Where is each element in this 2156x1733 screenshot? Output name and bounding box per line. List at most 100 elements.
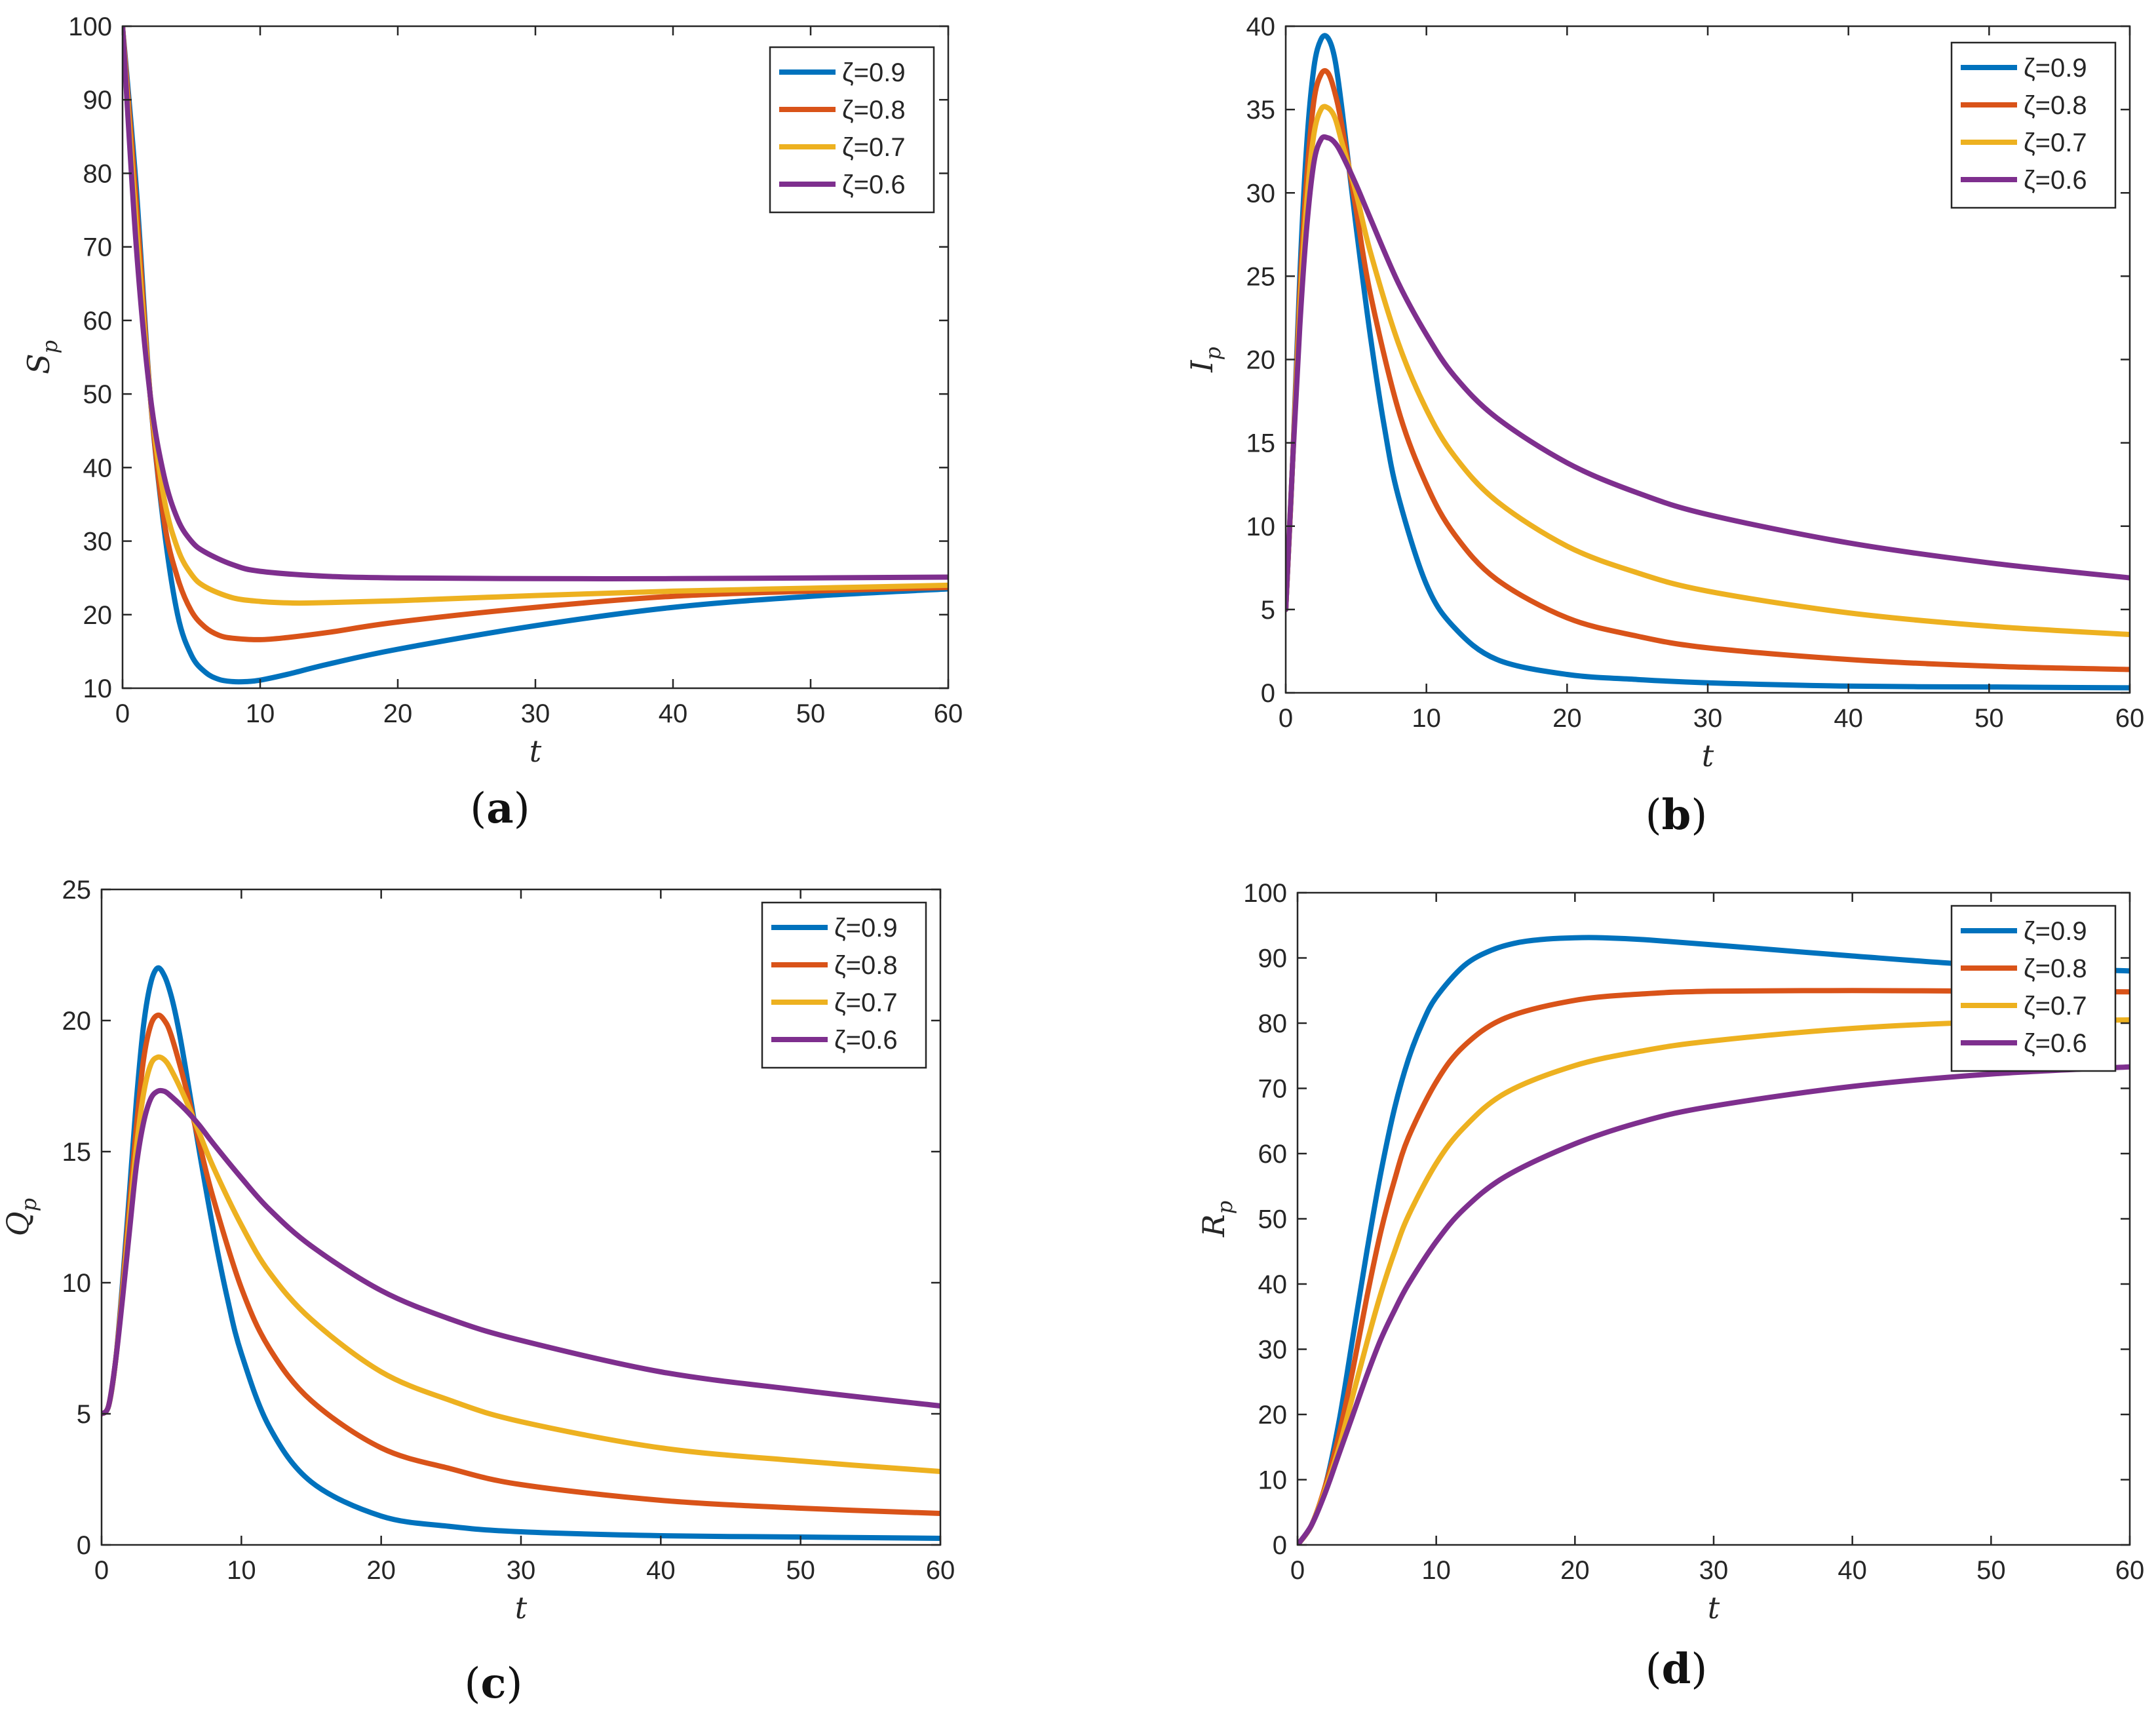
legend-entry: ζ=0.9: [2024, 54, 2087, 83]
y-tick-label: 10: [1246, 513, 1276, 541]
y-tick-label: 20: [83, 601, 113, 630]
legend-entry: ζ=0.8: [842, 96, 906, 125]
y-tick-label: 60: [1258, 1140, 1288, 1169]
x-tick-label: 0: [115, 699, 130, 728]
y-tick-label: 50: [83, 380, 113, 409]
y-axis-label: Ip: [1184, 347, 1225, 373]
y-tick-label: 15: [62, 1138, 92, 1167]
x-tick-label: 50: [786, 1556, 815, 1585]
series-group: [123, 26, 948, 685]
series-line-zeta-0.6: [1298, 1064, 2130, 1545]
x-tick-label: 60: [2115, 1556, 2145, 1585]
y-tick-label: 0: [77, 1531, 91, 1560]
x-tick-label: 20: [366, 1556, 396, 1585]
panel-caption: (d): [1646, 1645, 1708, 1694]
x-tick-label: 10: [227, 1556, 256, 1585]
y-axis-label: Sp: [21, 340, 62, 374]
legend-entry: ζ=0.6: [2024, 166, 2087, 195]
x-tick-label: 10: [1412, 704, 1441, 733]
legend: ζ=0.9 ζ=0.8 ζ=0.7 ζ=0.6: [1950, 41, 2117, 209]
y-tick-label: 5: [1261, 596, 1275, 625]
y-tick-label: 100: [1243, 879, 1287, 908]
legend-entry: ζ=0.8: [2024, 954, 2087, 983]
legend-entry: ζ=0.6: [842, 170, 906, 199]
series-line-zeta-0.6: [123, 26, 948, 581]
x-tick-label: 30: [1693, 704, 1723, 733]
legend: ζ=0.9 ζ=0.8 ζ=0.7 ζ=0.6: [1950, 905, 2117, 1072]
y-tick-label: 40: [1246, 12, 1276, 41]
series-line-zeta-0.8: [1298, 988, 2130, 1545]
y-tick-label: 35: [1246, 96, 1276, 125]
x-tick-label: 20: [383, 699, 413, 728]
y-axis-label: Rp: [1196, 1201, 1237, 1237]
x-tick-label: 40: [659, 699, 688, 728]
y-tick-label: 70: [1258, 1075, 1288, 1104]
legend-entry: ζ=0.9: [834, 914, 898, 943]
y-tick-label: 90: [83, 86, 113, 115]
y-tick-label: 30: [1258, 1336, 1288, 1365]
x-axis-label: t: [1702, 738, 1714, 773]
y-tick-label: 5: [77, 1400, 91, 1429]
legend-entry: ζ=0.9: [842, 58, 906, 87]
legend-entry: ζ=0.9: [2024, 917, 2087, 946]
series-line-zeta-0.9: [1298, 935, 2130, 1545]
series-line-zeta-0.6: [102, 1087, 940, 1416]
panel-d: 0 10 20 30 40 50 60 0 10 20 30 40 50 60 70 80 90 100 t Rp ζ=…: [1196, 879, 2144, 1694]
y-tick-label: 30: [83, 528, 113, 556]
x-tick-label: 50: [796, 699, 826, 728]
y-tick-label: 20: [1246, 346, 1276, 375]
x-axis-label: t: [1708, 1590, 1720, 1626]
y-tick-label: 90: [1258, 944, 1288, 973]
x-tick-label: 10: [246, 699, 275, 728]
y-tick-label: 10: [83, 674, 113, 703]
x-tick-label: 50: [1976, 1556, 2006, 1585]
x-tick-label: 40: [1834, 704, 1863, 733]
panel-caption: (b): [1646, 790, 1708, 840]
y-tick-label: 25: [62, 876, 92, 905]
y-tick-label: 0: [1273, 1531, 1287, 1560]
x-tick-label: 60: [934, 699, 963, 728]
x-tick-label: 0: [1279, 704, 1293, 733]
y-axis-label: Qp: [0, 1198, 41, 1236]
series-group: [1298, 935, 2130, 1545]
y-tick-label: 100: [68, 12, 112, 41]
x-tick-label: 40: [1838, 1556, 1867, 1585]
panel-c: 0 10 20 30 40 50 600510152025tQpζ=0.9ζ=0.8ζ=0.…: [0, 876, 955, 1708]
x-axis-label: t: [529, 733, 542, 769]
legend-entry: ζ=0.6: [834, 1026, 898, 1055]
series-line-zeta-0.7: [102, 1054, 940, 1474]
panel-caption: (c): [465, 1659, 523, 1708]
x-tick-label: 60: [2115, 704, 2145, 733]
y-tick-label: 40: [83, 454, 113, 482]
y-tick-label: 10: [1258, 1466, 1288, 1495]
x-tick-label: 60: [926, 1556, 955, 1585]
y-tick-label: 60: [83, 307, 113, 336]
x-tick-label: 30: [521, 699, 550, 728]
legend-entry: ζ=0.8: [834, 951, 898, 980]
y-tick-label: 70: [83, 233, 113, 262]
x-tick-label: 40: [646, 1556, 676, 1585]
y-tick-label: 25: [1246, 262, 1276, 291]
y-tick-label: 30: [1246, 179, 1276, 208]
legend-entry: ζ=0.7: [2024, 128, 2087, 157]
panel-b: 0 10 20 30 40 50 600510152025303540tIpζ=0.9ζ=0…: [1184, 12, 2144, 840]
x-tick-label: 10: [1421, 1556, 1451, 1585]
panel-caption: (a): [470, 784, 529, 833]
y-tick-label: 0: [1261, 679, 1275, 708]
x-tick-label: 0: [1290, 1556, 1305, 1585]
series-group: [1286, 33, 2130, 691]
series-line-zeta-0.7: [1298, 1017, 2130, 1545]
y-tick-label: 20: [1258, 1401, 1288, 1430]
y-tick-label: 20: [62, 1007, 92, 1036]
series-group: [102, 965, 940, 1541]
x-tick-label: 20: [1560, 1556, 1590, 1585]
series-line-zeta-0.8: [102, 1012, 940, 1516]
y-tick-label: 10: [62, 1269, 92, 1298]
y-tick-label: 15: [1246, 429, 1276, 458]
x-tick-label: 30: [507, 1556, 536, 1585]
legend: ζ=0.9 ζ=0.8 ζ=0.7 ζ=0.6: [769, 46, 935, 214]
x-tick-label: 30: [1699, 1556, 1729, 1585]
x-tick-label: 0: [94, 1556, 109, 1585]
y-tick-label: 80: [83, 159, 113, 188]
